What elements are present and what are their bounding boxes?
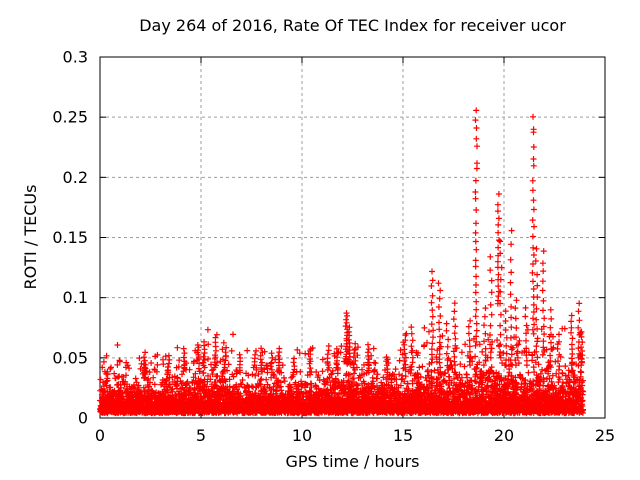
y-tick-labels: 0 0.05 0.1 0.15 0.2 0.25 0.3 [52,48,88,428]
x-tick-labels: 0 5 10 15 20 25 [95,426,615,445]
y-tick-label: 0.3 [63,48,88,67]
y-tick-label: 0.05 [52,348,88,367]
chart-title: Day 264 of 2016, Rate Of TEC Index for r… [139,16,566,35]
x-tick-label: 25 [595,426,615,445]
y-tick-label: 0.15 [52,228,88,247]
data-points [97,107,587,417]
plot-border [99,56,606,419]
x-tick-label: 20 [494,426,514,445]
y-tick-label: 0.2 [63,168,88,187]
x-tick-label: 15 [393,426,413,445]
y-tick-label: 0.1 [63,288,88,307]
x-axis-label: GPS time / hours [285,452,420,471]
x-tick-label: 5 [196,426,206,445]
y-tick-label: 0 [78,409,88,428]
y-tick-label: 0.25 [52,108,88,127]
x-tick-label: 0 [95,426,105,445]
x-tick-label: 10 [292,426,312,445]
